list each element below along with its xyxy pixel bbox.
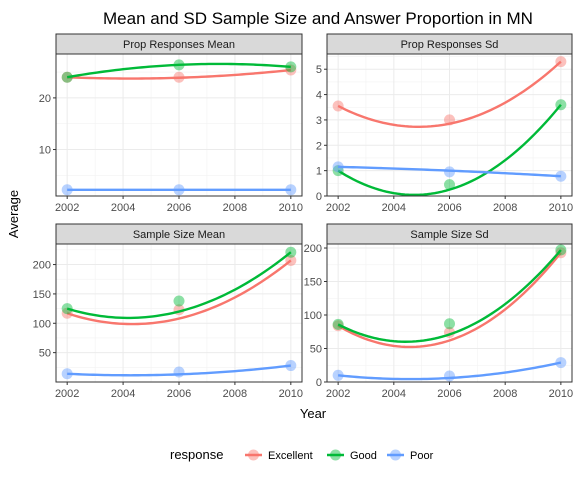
x-tick-label: 2006 xyxy=(167,388,191,400)
data-point-poor xyxy=(173,366,185,378)
data-point-poor xyxy=(555,357,567,369)
x-tick-label: 2002 xyxy=(326,202,350,214)
y-tick-label: 50 xyxy=(310,344,322,356)
legend: response Excellent Good Poor xyxy=(170,447,434,462)
trend-line-good xyxy=(66,62,291,79)
x-tick-label: 2002 xyxy=(326,388,350,400)
legend-key-point xyxy=(330,449,341,461)
legend-entry-poor: Poor xyxy=(387,449,434,462)
x-tick-label: 2008 xyxy=(493,388,517,400)
legend-key-point xyxy=(390,449,401,461)
y-tick-label: 100 xyxy=(304,310,322,322)
y-tick-label: 4 xyxy=(316,90,322,102)
x-tick-label: 2004 xyxy=(382,202,406,214)
chart-title: Mean and SD Sample Size and Answer Propo… xyxy=(103,9,533,28)
data-point-good xyxy=(332,318,344,330)
trend-line-excellent xyxy=(67,68,291,80)
y-tick-label: 0 xyxy=(316,191,322,203)
x-tick-label: 2010 xyxy=(549,202,573,214)
x-tick-label: 2010 xyxy=(549,388,573,400)
data-point-good xyxy=(173,295,185,307)
data-point-good xyxy=(444,318,455,330)
trend-line-excellent xyxy=(337,251,562,349)
panel-prop-responses-sd: Prop Responses Sd 2002 2004 2006 2008 2010 0 1 2… xyxy=(316,33,573,214)
x-tick-label: 2006 xyxy=(437,202,461,214)
y-tick-label: 3 xyxy=(316,115,322,127)
data-point-good xyxy=(444,179,455,191)
data-point-excellent xyxy=(332,100,344,112)
panel-prop-responses-mean: Prop Responses Mean 2002 2004 2006 2008 2010 1… xyxy=(39,33,303,214)
x-tick-label: 2004 xyxy=(111,202,135,214)
facet-strip-label: Prop Responses Sd xyxy=(401,39,499,51)
x-tick-label: 2010 xyxy=(279,202,303,214)
legend-label: Excellent xyxy=(268,450,313,462)
y-tick-label: 50 xyxy=(39,348,51,360)
x-tick-label: 2008 xyxy=(223,388,247,400)
x-axis-title: Year xyxy=(300,406,327,421)
legend-label: Poor xyxy=(410,450,434,462)
legend-entry-good: Good xyxy=(327,449,377,462)
legend-key-point xyxy=(248,449,259,461)
y-tick-label: 100 xyxy=(33,318,51,330)
y-tick-label: 20 xyxy=(39,93,51,105)
y-tick-label: 5 xyxy=(316,64,322,76)
trend-line-excellent xyxy=(66,259,292,326)
y-tick-label: 150 xyxy=(33,289,51,301)
y-tick-label: 200 xyxy=(33,260,51,272)
y-tick-label: 10 xyxy=(39,145,51,157)
x-tick-label: 2008 xyxy=(493,202,517,214)
trend-line-excellent xyxy=(337,60,562,129)
legend-label: Good xyxy=(350,450,377,462)
y-tick-label: 150 xyxy=(304,277,322,289)
x-tick-label: 2010 xyxy=(279,388,303,400)
panel-sample-size-sd: Sample Size Sd 2002 2004 2006 2008 2010 0 50 100… xyxy=(304,223,573,400)
trend-line-poor xyxy=(338,361,562,381)
data-point-poor xyxy=(555,170,567,182)
trend-line-good xyxy=(66,251,292,320)
data-point-poor xyxy=(332,161,344,173)
facet-strip-label: Sample Size Mean xyxy=(133,229,225,241)
data-point-poor xyxy=(332,369,344,381)
y-tick-label: 1 xyxy=(316,166,322,178)
x-tick-label: 2004 xyxy=(382,388,406,400)
facet-strip-label: Prop Responses Mean xyxy=(123,39,235,51)
data-point-poor xyxy=(444,166,455,178)
x-tick-label: 2006 xyxy=(167,202,191,214)
x-tick-label: 2002 xyxy=(55,388,79,400)
data-point-poor xyxy=(444,370,455,382)
trend-line-good xyxy=(337,249,562,343)
x-tick-label: 2002 xyxy=(55,202,79,214)
y-tick-label: 2 xyxy=(316,140,322,152)
facet-strip-label: Sample Size Sd xyxy=(410,229,488,241)
y-tick-label: 0 xyxy=(316,377,322,389)
trend-line-poor xyxy=(338,165,561,178)
panel-sample-size-mean: Sample Size Mean 2002 2004 2006 2008 2010 50 10… xyxy=(33,223,303,400)
legend-entry-excellent: Excellent xyxy=(245,449,313,462)
y-axis-title: Average xyxy=(6,190,21,238)
y-tick-label: 200 xyxy=(304,243,322,255)
x-tick-label: 2004 xyxy=(111,388,135,400)
x-tick-label: 2006 xyxy=(437,388,461,400)
trend-line-poor xyxy=(67,364,291,377)
trend-line-good xyxy=(337,103,562,197)
legend-title: response xyxy=(170,447,223,462)
x-tick-label: 2008 xyxy=(223,202,247,214)
